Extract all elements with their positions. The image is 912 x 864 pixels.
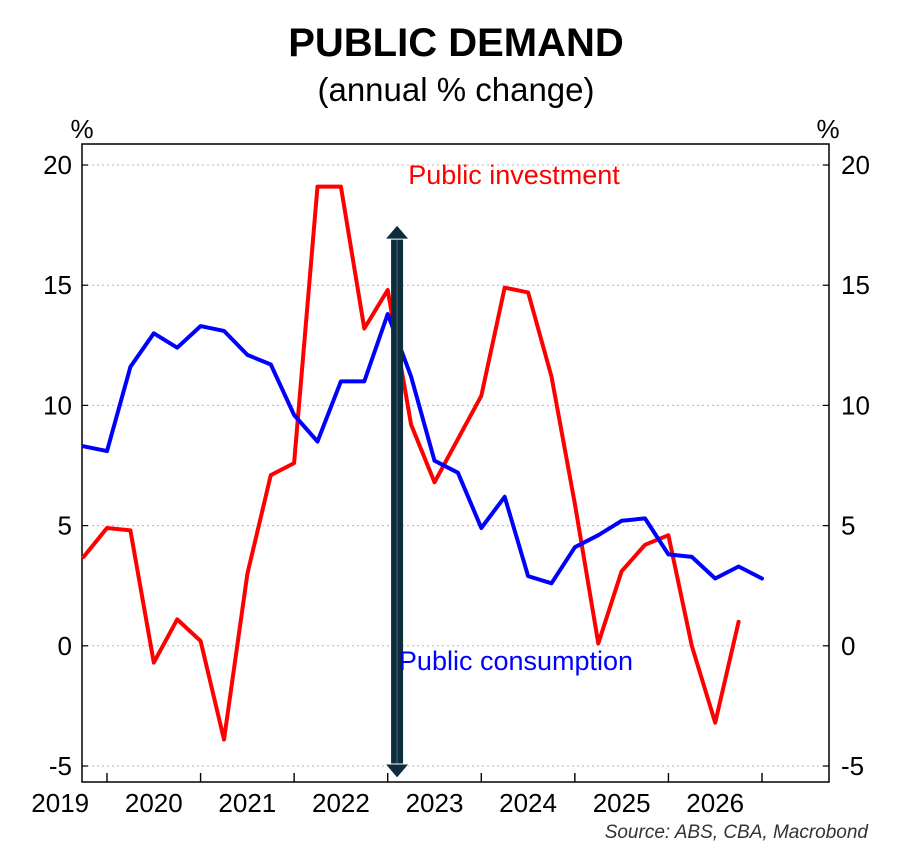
y-axis-unit-right: % <box>816 114 839 144</box>
public-investment-line <box>81 184 741 742</box>
x-tick-label: 2020 <box>125 788 183 818</box>
y-axis-unit-left: % <box>70 114 93 144</box>
annotation-arrow <box>383 224 411 779</box>
y-tick-label-right: 10 <box>841 390 870 420</box>
plot-frame <box>81 143 830 783</box>
x-tick-label: 2022 <box>312 788 370 818</box>
x-tick-label: 2024 <box>499 788 557 818</box>
public-investment-label: Public investment <box>408 160 620 190</box>
x-tick-label: 2026 <box>686 788 744 818</box>
y-tick-label-right: 5 <box>841 511 855 541</box>
x-tick-label: 2023 <box>406 788 464 818</box>
y-tick-label-right: -5 <box>841 751 864 781</box>
y-tick-label-left: 20 <box>43 150 72 180</box>
series-lines <box>81 184 764 742</box>
public-consumption-label: Public consumption <box>399 646 633 676</box>
y-tick-label-left: 10 <box>43 390 72 420</box>
y-tick-label-right: 20 <box>841 150 870 180</box>
x-tick-label: 2021 <box>218 788 276 818</box>
y-tick-label-right: 0 <box>841 631 855 661</box>
public-consumption-line <box>81 312 764 586</box>
chart-subtitle: (annual % change) <box>317 71 594 108</box>
arrow-head-top <box>383 224 411 240</box>
y-tick-label-left: 15 <box>43 270 72 300</box>
y-tick-label-left: 5 <box>58 511 72 541</box>
y-tick-label-left: -5 <box>49 751 72 781</box>
x-tick-label: 2025 <box>593 788 651 818</box>
y-tick-label-left: 0 <box>58 631 72 661</box>
x-tick-label: 2019 <box>31 788 89 818</box>
source-note: Source: ABS, CBA, Macrobond <box>605 822 870 843</box>
y-tick-label-right: 15 <box>841 270 870 300</box>
arrow-head-bottom <box>383 763 411 779</box>
chart-title: PUBLIC DEMAND <box>288 21 624 65</box>
